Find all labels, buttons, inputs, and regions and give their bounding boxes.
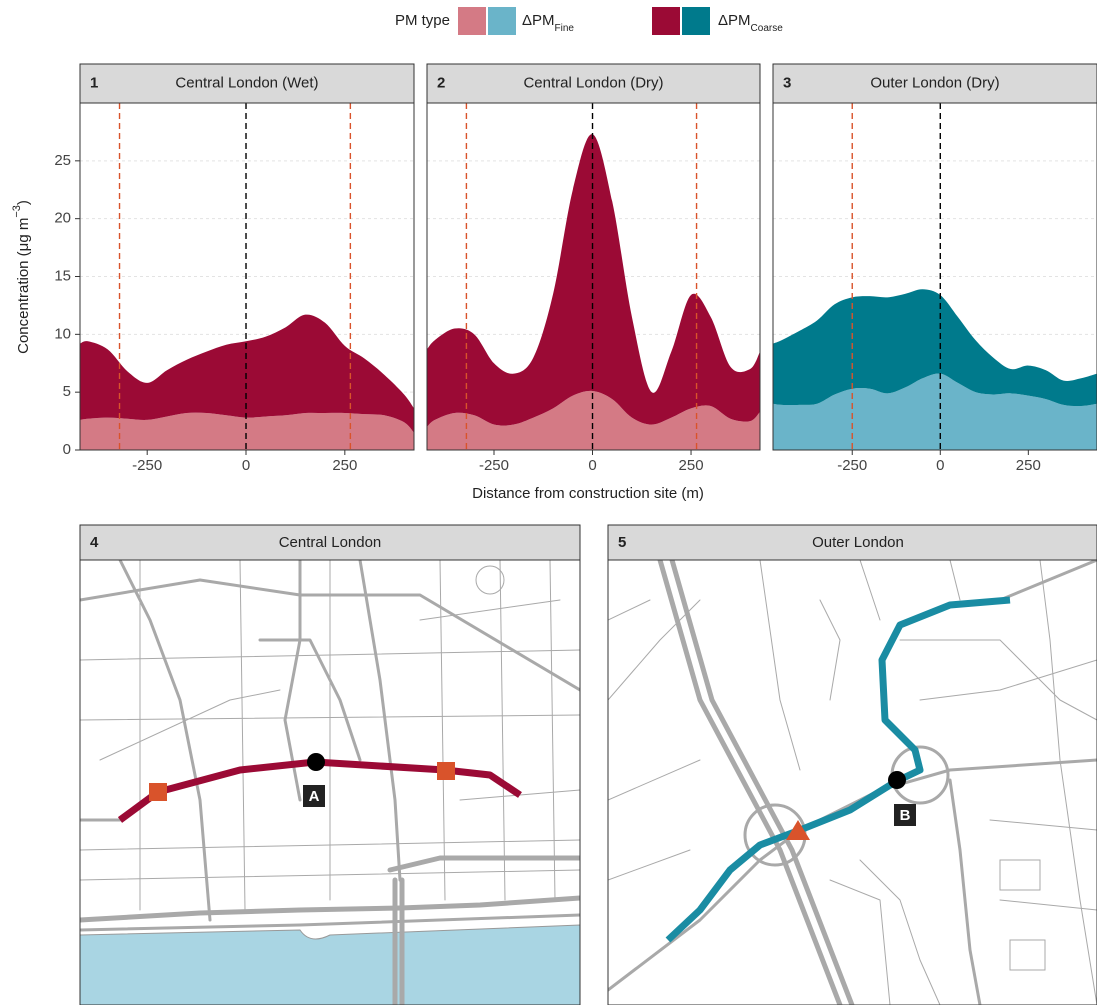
x-tick-label: 0 [936,457,944,474]
site-marker [149,783,167,801]
map-number: 4 [90,534,99,551]
y-tick-label: 5 [63,383,71,400]
legend-swatch [682,7,710,35]
panel-number: 3 [783,74,791,91]
map-panel: 5 Outer London [607,524,1097,1005]
map: A [80,560,580,1005]
legend: PM type ΔPMFine ΔPMCoarse [395,7,783,35]
plot-border [426,102,761,451]
y-label-suffix: ) [15,200,32,205]
area [427,134,760,427]
label-box [303,785,325,807]
site-marker [786,820,810,840]
x-tick-label: 250 [1016,457,1041,474]
area [427,390,760,450]
panel-title: Central London (Wet) [175,74,318,91]
panel-title: Outer London (Dry) [870,74,999,91]
map: B [608,560,1097,1005]
site-marker [437,762,455,780]
y-axis-label: Concentration (μg m−3) [11,200,32,354]
point-marker [888,771,906,789]
plot-border [79,102,415,451]
map-title: Central London [279,534,382,551]
legend-swatch [652,7,680,35]
strip [79,63,415,104]
label-box [894,804,916,826]
area [80,412,414,450]
plot-area [427,103,760,450]
area [80,314,414,433]
legend-label: ΔPMFine [522,12,574,34]
x-tick-label: 250 [332,457,357,474]
point-marker [307,753,325,771]
x-tick-label: -250 [132,457,162,474]
legend-swatch [458,7,486,35]
legend-subscript: Fine [555,23,575,34]
strip [426,63,761,104]
x-axis-label: Distance from construction site (m) [472,485,704,502]
legend-label: ΔPMCoarse [718,12,783,34]
plot-border [772,102,1097,451]
legend-text: ΔPM [522,12,555,29]
panel-number: 2 [437,74,445,91]
legend-subscript: Coarse [751,23,784,34]
panel-title: Central London (Dry) [523,74,663,91]
map-panel: 4 Central London [79,524,581,1005]
plot-area [80,103,414,450]
marker-label: B [900,807,911,824]
y-label-superscript: −3 [11,205,23,218]
strip [79,524,581,561]
x-tick-label: 0 [242,457,250,474]
area [773,289,1097,407]
panel-number: 1 [90,74,98,91]
map-title: Outer London [812,534,904,551]
x-tick-label: 250 [679,457,704,474]
x-tick-label: -250 [837,457,867,474]
route [665,596,1011,943]
strip [772,63,1097,104]
marker-label: A [309,788,320,805]
y-label-text: Concentration (μg m [15,218,32,354]
plot-area [773,103,1097,450]
x-tick-label: -250 [479,457,509,474]
area [773,373,1097,450]
legend-text: ΔPM [718,12,751,29]
x-tick-label: 0 [588,457,596,474]
map-number: 5 [618,534,626,551]
strip [607,524,1097,561]
y-tick-label: 25 [54,152,71,169]
y-tick-label: 20 [54,210,71,227]
legend-title: PM type [395,12,450,29]
legend-swatch [488,7,516,35]
y-tick-label: 0 [63,441,71,458]
y-tick-label: 10 [54,325,71,342]
y-tick-label: 15 [54,267,71,284]
